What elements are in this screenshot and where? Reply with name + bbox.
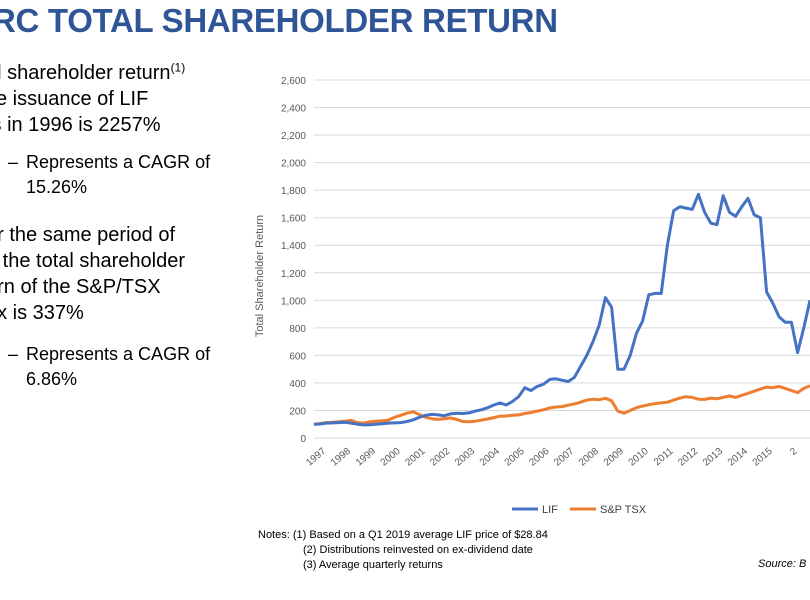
sub-bullet-marker: –: [8, 344, 19, 364]
y-tick-label: 1,000: [281, 296, 306, 307]
sub-bullet-line: 15.26%: [26, 177, 88, 197]
x-tick-label: 2011: [652, 446, 676, 469]
notes: Notes: (1) Based on a Q1 2019 average LI…: [258, 528, 548, 573]
x-tick-label: 2008: [577, 446, 601, 469]
y-tick-label: 2,200: [281, 131, 306, 142]
bullet-total-return-lif: al shareholder return(1) ce issuance of …: [0, 60, 246, 138]
bullet-total-return-tsx: er the same period of e the total shareh…: [0, 222, 246, 326]
y-tick-label: 1,200: [281, 269, 306, 280]
y-tick-label: 200: [289, 406, 306, 417]
bullet-line: ex is 337%: [0, 302, 84, 324]
y-tick-label: 1,800: [281, 186, 306, 197]
note-line: (2) Distributions reinvested on ex-divid…: [303, 544, 533, 556]
slide-title: RC TOTAL SHAREHOLDER RETURN: [0, 2, 558, 39]
x-tick-label: 2004: [478, 446, 502, 469]
sub-bullet-line: Represents a CAGR of: [26, 344, 211, 364]
x-tick-label: 2014: [726, 446, 750, 469]
y-tick-label: 2,400: [281, 104, 306, 115]
source-citation: Source: B: [758, 558, 807, 570]
x-tick-label: 2013: [701, 446, 725, 469]
y-tick-label: 2,600: [281, 76, 306, 87]
bullet-line: ce issuance of LIF: [0, 88, 149, 110]
x-tick-label: 2012: [676, 446, 700, 469]
x-tick-label: 2007: [552, 446, 576, 469]
x-tick-label: 2002: [428, 446, 452, 469]
bullet-line: urn of the S&P/TSX: [0, 276, 161, 298]
y-tick-label: 800: [289, 324, 306, 335]
note-line: Notes: (1) Based on a Q1 2019 average LI…: [258, 529, 548, 541]
sub-bullet-marker: –: [8, 152, 19, 172]
y-tick-label: 1,600: [281, 214, 306, 225]
sub-bullet-cagr-tsx: – Represents a CAGR of 6.86%: [8, 342, 211, 392]
x-tick-label: 1997: [304, 446, 328, 469]
series-line-lif: [313, 192, 810, 427]
note-line: (3) Average quarterly returns: [303, 559, 443, 571]
sub-bullet-cagr-lif: – Represents a CAGR of 15.26%: [8, 150, 211, 200]
bullet-line: ts in 1996 is 2257%: [0, 114, 161, 136]
x-tick-label: 2003: [453, 446, 477, 469]
y-tick-label: 400: [289, 379, 306, 390]
x-tick-label: 2001: [403, 446, 427, 469]
x-tick-label: 2005: [503, 446, 527, 469]
bullet-line: al shareholder return(1): [0, 60, 186, 84]
x-tick-label: 2015: [751, 446, 775, 469]
y-tick-label: 1,400: [281, 241, 306, 252]
legend-label: LIF: [542, 504, 558, 516]
sub-bullet-line: 6.86%: [26, 369, 78, 389]
footnote-marker: (1): [170, 60, 186, 75]
series-lines: [313, 192, 810, 427]
x-tick-label: 2006: [527, 446, 551, 469]
shareholder-return-chart: 0 200 400 600 800 1,000 1,200 1,400 1,600 1,800 2,…: [254, 76, 810, 516]
y-tick-label: 0: [300, 434, 306, 445]
y-tick-label: 2,000: [281, 159, 306, 170]
y-tick-label: 600: [289, 351, 306, 362]
y-axis-ticks: 0 200 400 600 800 1,000 1,200 1,400 1,600 1,800 2,…: [281, 76, 306, 445]
x-tick-label: 2: [788, 446, 800, 458]
bullet-line: e the total shareholder: [0, 250, 186, 272]
y-axis-label: Total Shareholder Return: [254, 215, 266, 337]
sub-bullet-line: Represents a CAGR of: [26, 152, 211, 172]
x-tick-label: 2009: [602, 446, 626, 469]
x-tick-label: 2000: [379, 446, 403, 469]
legend: LIF S&P TSX: [512, 504, 647, 516]
x-tick-label: 1999: [354, 446, 378, 469]
x-tick-label: 1998: [329, 446, 353, 469]
bullet-line: er the same period of: [0, 224, 175, 246]
series-line-s-p-tsx: [313, 384, 810, 426]
legend-label: S&P TSX: [600, 504, 647, 516]
x-tick-label: 2010: [627, 446, 651, 469]
x-axis-ticks: 1997 1998 1999 2000 2001 2002 2003 2004 2005 2006…: [304, 446, 800, 469]
gridlines: [314, 79, 810, 439]
